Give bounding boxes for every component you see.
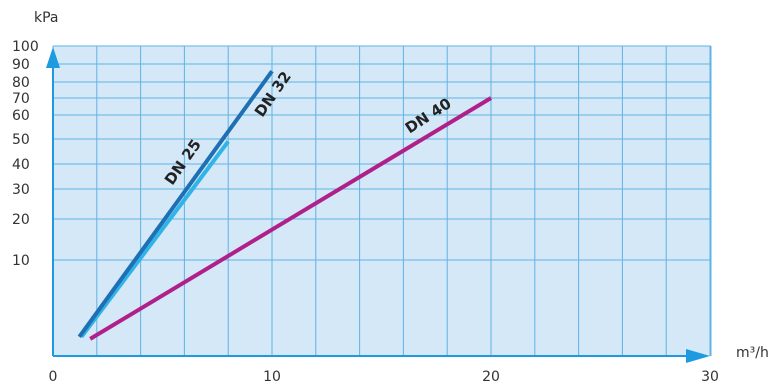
plot-background bbox=[53, 46, 711, 356]
y-axis-unit-label: kPa bbox=[34, 10, 59, 26]
y-tick-label: 10 bbox=[12, 253, 30, 269]
y-tick-label: 70 bbox=[12, 91, 30, 107]
y-tick-label: 100 bbox=[12, 39, 39, 55]
y-tick-label: 90 bbox=[12, 57, 30, 73]
y-tick-label: 30 bbox=[12, 182, 30, 198]
y-tick-label: 20 bbox=[12, 212, 30, 228]
x-axis-unit-label: m³/h bbox=[736, 345, 769, 361]
y-tick-label: 40 bbox=[12, 157, 30, 173]
grid bbox=[52, 45, 712, 356]
x-tick-label: 0 bbox=[49, 369, 58, 383]
x-tick-label: 20 bbox=[482, 369, 500, 383]
series-line-dn-32 bbox=[77, 70, 274, 338]
axes bbox=[46, 47, 710, 363]
y-tick-label: 50 bbox=[12, 132, 30, 148]
series-lines bbox=[77, 70, 493, 341]
y-tick-label: 80 bbox=[12, 75, 30, 91]
x-tick-label: 30 bbox=[701, 369, 719, 383]
series-line-dn-40 bbox=[89, 96, 493, 341]
y-tick-label: 60 bbox=[12, 108, 30, 124]
series-line-dn-25 bbox=[79, 140, 230, 339]
y-axis-arrow-icon bbox=[46, 47, 60, 68]
x-axis-arrow-icon bbox=[686, 349, 710, 363]
x-tick-label: 10 bbox=[263, 369, 281, 383]
